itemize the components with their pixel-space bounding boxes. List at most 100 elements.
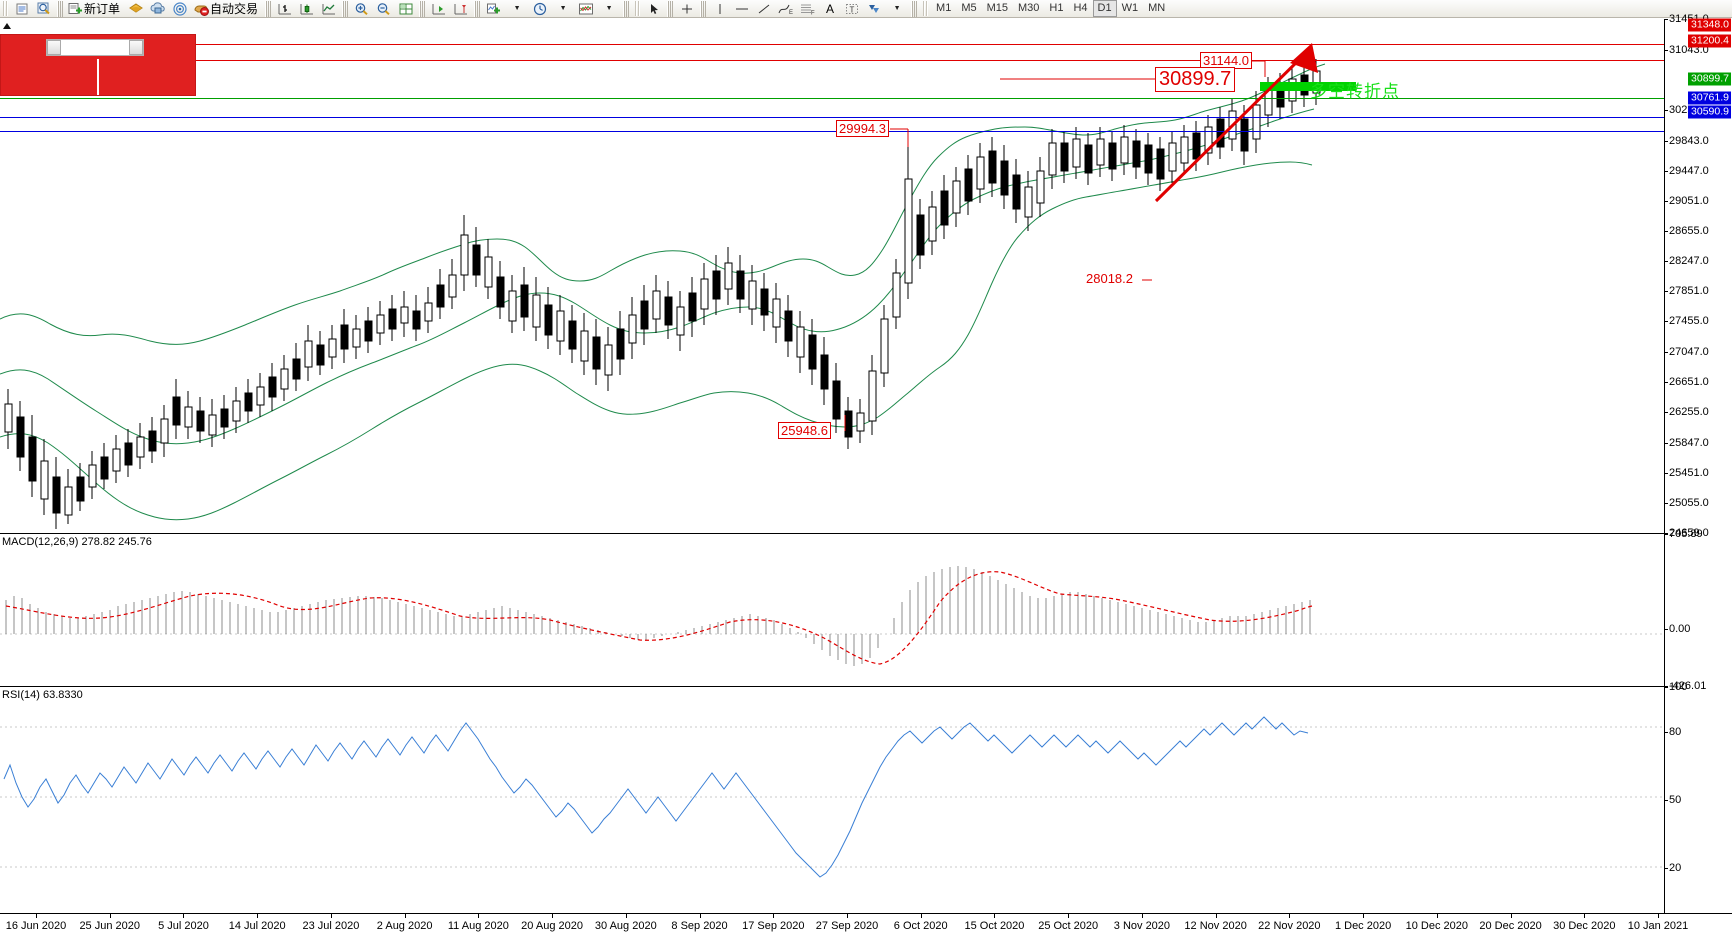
new-order-button[interactable]: 新订单 (66, 0, 125, 18)
templates-icon[interactable] (575, 0, 597, 18)
price-tick: 25451.0 (1669, 467, 1709, 480)
trendline-icon[interactable] (753, 0, 775, 18)
toolbar-grip-2[interactable] (635, 1, 641, 16)
chart-shift-icon[interactable] (428, 0, 450, 18)
price-tick-mark (1665, 443, 1668, 445)
tile-windows-icon[interactable] (395, 0, 417, 18)
line-chart-icon[interactable] (318, 0, 340, 18)
vertical-line-icon[interactable] (709, 0, 731, 18)
auto-trading-button[interactable]: 自动交易 (191, 0, 263, 18)
date-tick-mark (1658, 914, 1659, 918)
annotation-28018[interactable]: 28018.2 (1084, 271, 1135, 286)
support-line-blue-1 (0, 117, 1664, 118)
new-order-label: 新订单 (84, 2, 121, 16)
timeframe-mn[interactable]: MN (1148, 2, 1166, 14)
main-toolbar: 新订单 自动交易 ▼ ▼ (0, 0, 1732, 18)
text-icon[interactable]: A (826, 1, 835, 16)
metaeditor-icon[interactable] (147, 0, 169, 18)
date-axis[interactable]: 16 Jun 2020 25 Jun 2020 5 Jul 2020 14 Jul 2… (0, 913, 1732, 940)
date-tick-mark (994, 914, 996, 918)
support-price-label-1: 30761.9 (1688, 91, 1731, 105)
sell-button[interactable] (1, 59, 99, 95)
toolbar-grip-3[interactable] (923, 1, 929, 16)
expert-advisors-icon[interactable] (125, 0, 147, 18)
volume-stepper[interactable] (46, 38, 144, 56)
timeframe-w1[interactable]: W1 (1121, 2, 1139, 14)
timeframe-m15[interactable]: M15 (986, 2, 1008, 14)
periods-dropdown-icon[interactable]: ▼ (559, 5, 567, 12)
timeframe-d1[interactable]: D1 (1092, 0, 1117, 17)
annotation-leaders (844, 60, 1266, 431)
rsi-tick-mark (1665, 867, 1668, 869)
price-tick-mark (1665, 140, 1668, 142)
price-tick-mark (1665, 533, 1668, 534)
date-tick: 23 Jul 2020 (302, 920, 360, 932)
annotation-25948[interactable]: 25948.6 (778, 422, 831, 439)
timeframe-m1[interactable]: M1 (936, 2, 952, 14)
horizontal-line-icon[interactable] (731, 0, 753, 18)
text-label-icon[interactable]: T (841, 0, 863, 18)
price-tick-mark (1665, 49, 1668, 51)
crosshair-icon[interactable] (676, 0, 698, 18)
shapes-icon[interactable] (863, 0, 885, 18)
rsi-tick-mark (1665, 732, 1668, 734)
equidistant-channel-icon[interactable]: E (775, 0, 797, 18)
price-tick-mark (1665, 200, 1668, 202)
bar-chart-icon[interactable] (274, 0, 296, 18)
templates-dropdown-icon[interactable]: ▼ (605, 5, 613, 12)
annotation-29994[interactable]: 29994.3 (836, 120, 889, 137)
data-window-icon[interactable] (33, 0, 55, 18)
bid-line-green (0, 98, 1664, 99)
indicators-dropdown-icon[interactable]: ▼ (513, 5, 521, 12)
rsi-tick-mark (1665, 687, 1668, 688)
toolbar-separator-7 (667, 0, 675, 17)
macd-pane[interactable]: MACD(12,26,9) 278.82 245.76 (0, 534, 1664, 687)
toolbar-separator-8 (700, 0, 708, 17)
auto-scroll-icon[interactable] (450, 0, 472, 18)
price-axis[interactable]: 31451.031043.030251.029843.029447.029051… (1664, 13, 1732, 913)
buy-button[interactable] (99, 59, 195, 95)
annotation-cn-note[interactable]: 多空转折点 (1310, 82, 1400, 102)
rsi-tick: 80 (1669, 726, 1682, 739)
macd-tick: 0.00 (1669, 622, 1691, 635)
svg-text:E: E (789, 10, 793, 16)
macd-tick-mark (1665, 628, 1668, 630)
timeframe-h1[interactable]: H1 (1049, 2, 1064, 14)
price-tick-mark (1665, 352, 1668, 354)
indicators-icon[interactable] (483, 0, 505, 18)
candlestick-chart-icon[interactable] (296, 0, 318, 18)
annotation-30899[interactable]: 30899.7 (1155, 67, 1236, 92)
terminal-icon[interactable] (11, 0, 33, 18)
cursor-icon[interactable] (643, 0, 665, 18)
date-tick: 8 Sep 2020 (671, 920, 728, 932)
toolbar-separator-9 (911, 0, 919, 17)
shapes-dropdown-icon[interactable]: ▼ (893, 5, 901, 12)
timeframe-h4[interactable]: H4 (1073, 2, 1088, 14)
price-tick: 26255.0 (1669, 406, 1709, 419)
signals-icon[interactable] (169, 0, 191, 18)
toolbar-grip[interactable] (3, 1, 8, 16)
date-tick: 5 Jul 2020 (158, 920, 209, 932)
price-chart-svg (0, 59, 1326, 529)
timeframe-m5[interactable]: M5 (961, 2, 977, 14)
date-tick: 10 Jan 2021 (1627, 920, 1689, 932)
price-tick-mark (1665, 473, 1668, 475)
fibonacci-retracement-icon[interactable]: F (797, 0, 819, 18)
periods-icon[interactable] (529, 0, 551, 18)
volume-increment-button[interactable] (129, 39, 143, 55)
volume-decrement-button[interactable] (47, 39, 61, 55)
macd-label: MACD(12,26,9) 278.82 245.76 (2, 536, 155, 548)
date-tick-mark (1068, 914, 1070, 918)
date-tick-mark (1289, 914, 1291, 918)
price-chart-pane[interactable]: 31144.0 30899.7 29994.3 28018.2 25948.6 … (0, 19, 1664, 534)
timeframe-m30[interactable]: M30 (1018, 2, 1040, 14)
date-tick: 10 Dec 2020 (1405, 920, 1469, 932)
rsi-pane[interactable]: RSI(14) 63.8330 (0, 687, 1664, 914)
one-click-trading-panel[interactable] (0, 34, 196, 96)
zoom-out-icon[interactable] (373, 0, 395, 18)
date-tick: 12 Nov 2020 (1184, 920, 1247, 932)
price-tick: 29447.0 (1669, 164, 1709, 177)
price-tick: 26651.0 (1669, 376, 1709, 389)
zoom-in-icon[interactable] (351, 0, 373, 18)
price-tick-mark (1665, 230, 1668, 232)
